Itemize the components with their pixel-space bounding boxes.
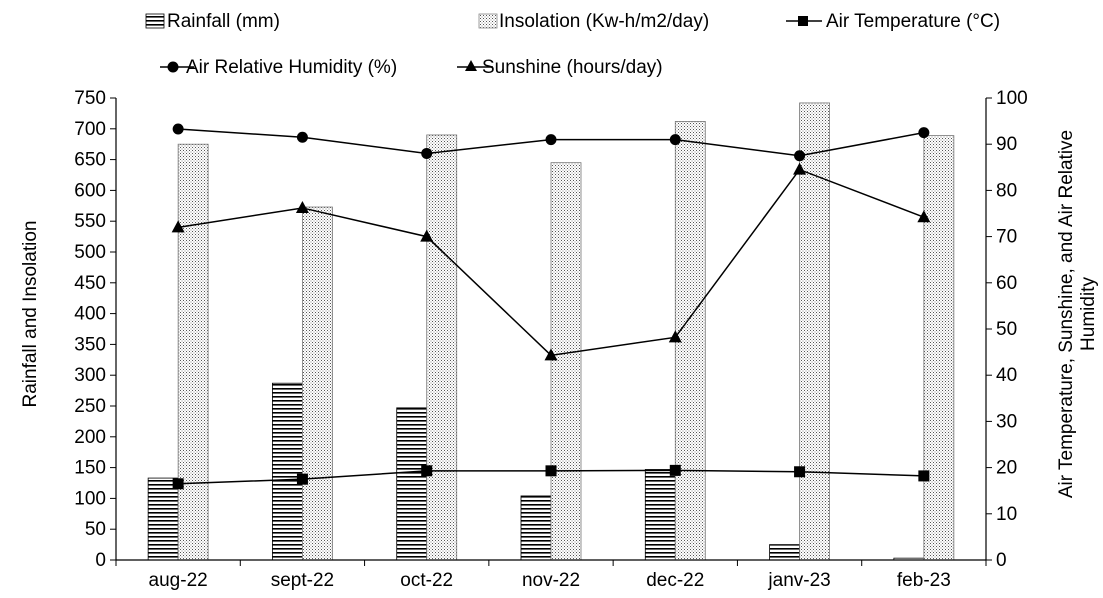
y-tick-label-left: 250: [74, 396, 106, 417]
y-tick-label-left: 100: [74, 488, 106, 509]
x-tick-label: aug-22: [149, 570, 208, 591]
x-tick-label: sept-22: [271, 570, 334, 591]
point-sunshine: [295, 200, 309, 213]
x-tick-label: feb-23: [897, 570, 951, 591]
bar-insolation: [302, 206, 333, 561]
legend: Rainfall (mm) Insolation (Kw-h/m2/day) A…: [145, 11, 1000, 78]
point-sunshine: [544, 348, 558, 361]
legend-item-air-temperature: Air Temperature (°C): [786, 11, 1000, 32]
bar-insolation: [550, 162, 582, 561]
y-tick-label-left: 350: [74, 334, 106, 355]
x-tick-label: oct-22: [400, 570, 453, 591]
bar-rainfall: [272, 382, 303, 561]
point-sunshine: [917, 210, 931, 223]
y-axis-left-label: Rainfall and Insolation: [20, 221, 41, 408]
y-tick-label-left: 300: [74, 365, 106, 386]
bar-rainfall: [769, 544, 800, 561]
y-tick-label-left: 650: [74, 150, 106, 171]
bar-insolation: [923, 135, 955, 561]
legend-label-air-temperature: Air Temperature (°C): [826, 11, 1000, 32]
point-humidity: [545, 134, 557, 146]
y-tick-label-right: 20: [996, 458, 1017, 479]
x-tick-label: dec-22: [646, 570, 704, 591]
bar-rainfall: [147, 477, 179, 561]
plot-area: 0501001502002503003504004505005506006507…: [74, 88, 1027, 591]
y-tick-label-right: 40: [996, 365, 1017, 386]
y-tick-label-left: 450: [74, 273, 106, 294]
y-axis-right-label-line-1: Air Temperature, Sunshine, and Air Relat…: [1056, 130, 1077, 498]
point-air-temperature: [545, 465, 557, 477]
legend-label-humidity: Air Relative Humidity (%): [186, 57, 397, 78]
point-humidity: [794, 150, 806, 162]
point-humidity: [296, 131, 308, 143]
y-tick-label-right: 100: [996, 88, 1028, 109]
point-air-temperature: [918, 470, 930, 482]
bar-rainfall: [520, 495, 552, 561]
y-tick-label-left: 550: [74, 211, 106, 232]
legend-swatch-rainfall: [145, 13, 165, 29]
y-tick-label-left: 200: [74, 427, 106, 448]
point-humidity: [172, 123, 184, 135]
legend-item-humidity: Air Relative Humidity (%): [160, 57, 397, 78]
point-air-temperature: [794, 466, 806, 478]
legend-marker-square: [798, 16, 808, 26]
y-tick-label-left: 500: [74, 242, 106, 263]
point-humidity: [421, 147, 433, 159]
legend-marker-triangle: [465, 60, 477, 71]
point-sunshine: [793, 162, 807, 175]
legend-item-insolation: Insolation (Kw-h/m2/day): [478, 11, 709, 32]
y-tick-label-right: 10: [996, 504, 1017, 525]
y-tick-label-right: 80: [996, 180, 1017, 201]
y-tick-label-right: 50: [996, 319, 1017, 340]
y-tick-label-right: 70: [996, 227, 1017, 248]
y-tick-label-right: 60: [996, 273, 1017, 294]
bar-insolation: [426, 134, 458, 561]
point-air-temperature: [669, 464, 681, 476]
y-tick-label-right: 90: [996, 134, 1017, 155]
y-tick-label-left: 700: [74, 119, 106, 140]
bar-rainfall: [644, 469, 676, 561]
y-tick-label-left: 600: [74, 180, 106, 201]
legend-marker-circle: [167, 61, 179, 73]
point-sunshine: [171, 220, 185, 233]
y-tick-label-left: 50: [85, 519, 106, 540]
point-humidity: [669, 134, 681, 146]
point-air-temperature: [296, 473, 308, 485]
x-tick-label: nov-22: [522, 570, 580, 591]
y-tick-label-left: 150: [74, 458, 106, 479]
legend-swatch-insolation: [478, 13, 498, 29]
legend-item-rainfall: Rainfall (mm): [145, 11, 280, 32]
y-tick-label-right: 30: [996, 411, 1017, 432]
bar-rainfall: [396, 407, 428, 561]
legend-label-rainfall: Rainfall (mm): [167, 11, 280, 32]
y-axis-right-label-line-2: Humidity: [1078, 277, 1099, 351]
legend-label-insolation: Insolation (Kw-h/m2/day): [499, 11, 709, 32]
legend-item-sunshine: Sunshine (hours/day): [457, 57, 663, 78]
y-tick-label-left: 0: [95, 550, 106, 571]
point-air-temperature: [421, 465, 433, 477]
y-tick-label-right: 0: [996, 550, 1007, 571]
point-humidity: [918, 127, 930, 139]
y-tick-label-left: 750: [74, 88, 106, 109]
point-air-temperature: [172, 478, 184, 490]
y-tick-label-left: 400: [74, 304, 106, 325]
bar-insolation: [177, 143, 209, 561]
point-sunshine: [420, 229, 434, 242]
x-tick-label: janv-23: [767, 570, 830, 591]
point-sunshine: [668, 330, 682, 343]
legend-label-sunshine: Sunshine (hours/day): [482, 57, 663, 78]
